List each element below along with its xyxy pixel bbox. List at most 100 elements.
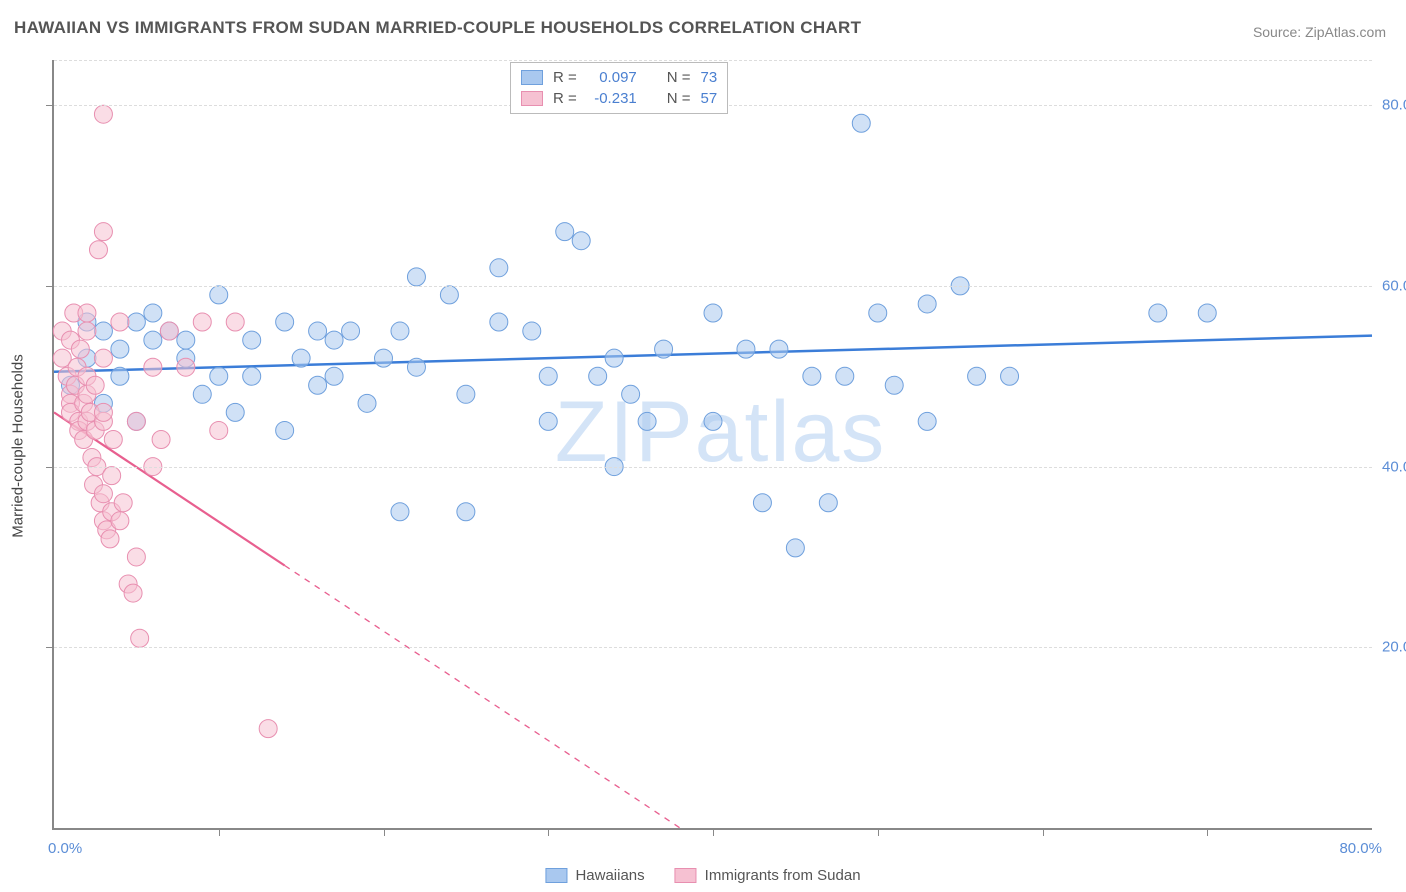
data-point: [177, 358, 195, 376]
scatter-svg: [54, 60, 1372, 828]
data-point: [71, 340, 89, 358]
data-point: [819, 494, 837, 512]
r-label: R =: [553, 90, 577, 107]
data-point: [104, 430, 122, 448]
data-point: [131, 629, 149, 647]
data-point: [78, 322, 96, 340]
data-point: [1149, 304, 1167, 322]
regression-line-dashed: [285, 566, 680, 828]
data-point: [704, 304, 722, 322]
data-point: [193, 313, 211, 331]
data-point: [539, 367, 557, 385]
data-point: [885, 376, 903, 394]
data-point: [391, 503, 409, 521]
r-value: -0.231: [587, 90, 637, 107]
data-point: [325, 331, 343, 349]
data-point: [407, 268, 425, 286]
data-point: [86, 376, 104, 394]
source-attribution: Source: ZipAtlas.com: [1253, 24, 1386, 40]
y-tick-label: 80.0%: [1382, 97, 1406, 114]
legend-swatch: [545, 868, 567, 883]
data-point: [753, 494, 771, 512]
data-point: [276, 421, 294, 439]
legend-label: Hawaiians: [575, 867, 644, 884]
gridline: [54, 286, 1372, 287]
y-tick-label: 40.0%: [1382, 458, 1406, 475]
x-tick: [548, 828, 549, 836]
data-point: [103, 467, 121, 485]
legend-item: Hawaiians: [545, 867, 644, 884]
data-point: [127, 412, 145, 430]
n-value: 57: [701, 90, 718, 107]
gridline: [54, 467, 1372, 468]
data-point: [111, 340, 129, 358]
x-tick: [219, 828, 220, 836]
data-point: [358, 394, 376, 412]
r-value: 0.097: [587, 69, 637, 86]
data-point: [523, 322, 541, 340]
data-point: [556, 223, 574, 241]
data-point: [638, 412, 656, 430]
data-point: [457, 385, 475, 403]
data-point: [968, 367, 986, 385]
data-point: [114, 494, 132, 512]
data-point: [869, 304, 887, 322]
stats-legend-row: R =0.097N =73: [521, 67, 717, 88]
data-point: [111, 512, 129, 530]
data-point: [325, 367, 343, 385]
x-axis-min-label: 0.0%: [48, 840, 82, 857]
stats-legend: R =0.097N =73R =-0.231N =57: [510, 62, 728, 114]
n-label: N =: [667, 69, 691, 86]
x-tick: [713, 828, 714, 836]
legend-swatch: [521, 70, 543, 85]
data-point: [89, 241, 107, 259]
data-point: [803, 367, 821, 385]
data-point: [342, 322, 360, 340]
data-point: [243, 367, 261, 385]
x-tick: [1207, 828, 1208, 836]
legend-swatch: [675, 868, 697, 883]
stats-legend-row: R = -0.231 N = 57: [521, 88, 717, 109]
data-point: [210, 421, 228, 439]
data-point: [589, 367, 607, 385]
y-axis-title: Married-couple Households: [10, 354, 27, 537]
y-tick: [46, 286, 54, 287]
data-point: [852, 114, 870, 132]
data-point: [210, 286, 228, 304]
data-point: [94, 349, 112, 367]
data-point: [111, 313, 129, 331]
data-point: [292, 349, 310, 367]
x-tick: [1043, 828, 1044, 836]
legend-item: Immigrants from Sudan: [675, 867, 861, 884]
data-point: [440, 286, 458, 304]
series-legend: Hawaiians Immigrants from Sudan: [545, 867, 860, 884]
data-point: [144, 304, 162, 322]
data-point: [1198, 304, 1216, 322]
data-point: [622, 385, 640, 403]
data-point: [407, 358, 425, 376]
legend-swatch: [521, 91, 543, 106]
data-point: [111, 367, 129, 385]
y-tick: [46, 647, 54, 648]
y-tick: [46, 467, 54, 468]
gridline: [54, 647, 1372, 648]
data-point: [457, 503, 475, 521]
legend-label: Immigrants from Sudan: [705, 867, 861, 884]
data-point: [210, 367, 228, 385]
data-point: [918, 412, 936, 430]
x-tick: [878, 828, 879, 836]
y-tick: [46, 105, 54, 106]
data-point: [309, 376, 327, 394]
data-point: [490, 313, 508, 331]
data-point: [94, 322, 112, 340]
data-point: [94, 105, 112, 123]
data-point: [391, 322, 409, 340]
data-point: [605, 349, 623, 367]
data-point: [226, 403, 244, 421]
data-point: [127, 313, 145, 331]
gridline: [54, 60, 1372, 61]
data-point: [655, 340, 673, 358]
data-point: [78, 304, 96, 322]
x-axis-max-label: 80.0%: [1339, 840, 1382, 857]
n-label: N =: [667, 90, 691, 107]
